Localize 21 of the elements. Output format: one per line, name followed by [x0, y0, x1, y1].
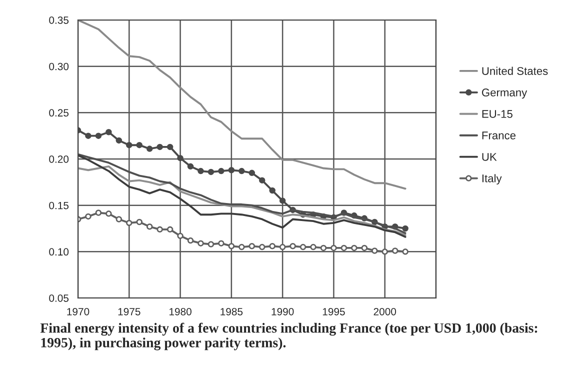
x-tick-label: 1980 [169, 308, 192, 316]
y-tick-label: 0.15 [49, 202, 69, 210]
x-tick-label: 1995 [322, 308, 345, 316]
legend-label: United States [482, 66, 548, 75]
legend-label: EU-15 [482, 110, 512, 118]
x-tick-label: 1985 [220, 308, 243, 316]
text: Final energy intensity of a few countries including France (toe per USD 1,000 (basis: 1995), in purchasing power parity terms). [40, 322, 538, 350]
y-tick-label: 0.10 [49, 248, 69, 256]
x-tick-label: 2000 [374, 308, 396, 316]
y-tick-label: 0.30 [49, 62, 69, 70]
legend-label: France [482, 132, 516, 140]
y-tick-label: 0.35 [49, 16, 69, 24]
y-tick-label: 0.05 [49, 294, 69, 302]
legend-label: UK [482, 153, 497, 161]
x-tick-label: 1970 [67, 308, 90, 316]
x-tick-label: 1990 [272, 308, 294, 316]
legend-label: Germany [482, 88, 528, 99]
legend-label: Italy [482, 174, 502, 184]
y-tick-label: 0.25 [49, 109, 69, 117]
y-tick-label: 0.20 [49, 156, 69, 163]
x-tick-label: 1975 [118, 308, 140, 316]
